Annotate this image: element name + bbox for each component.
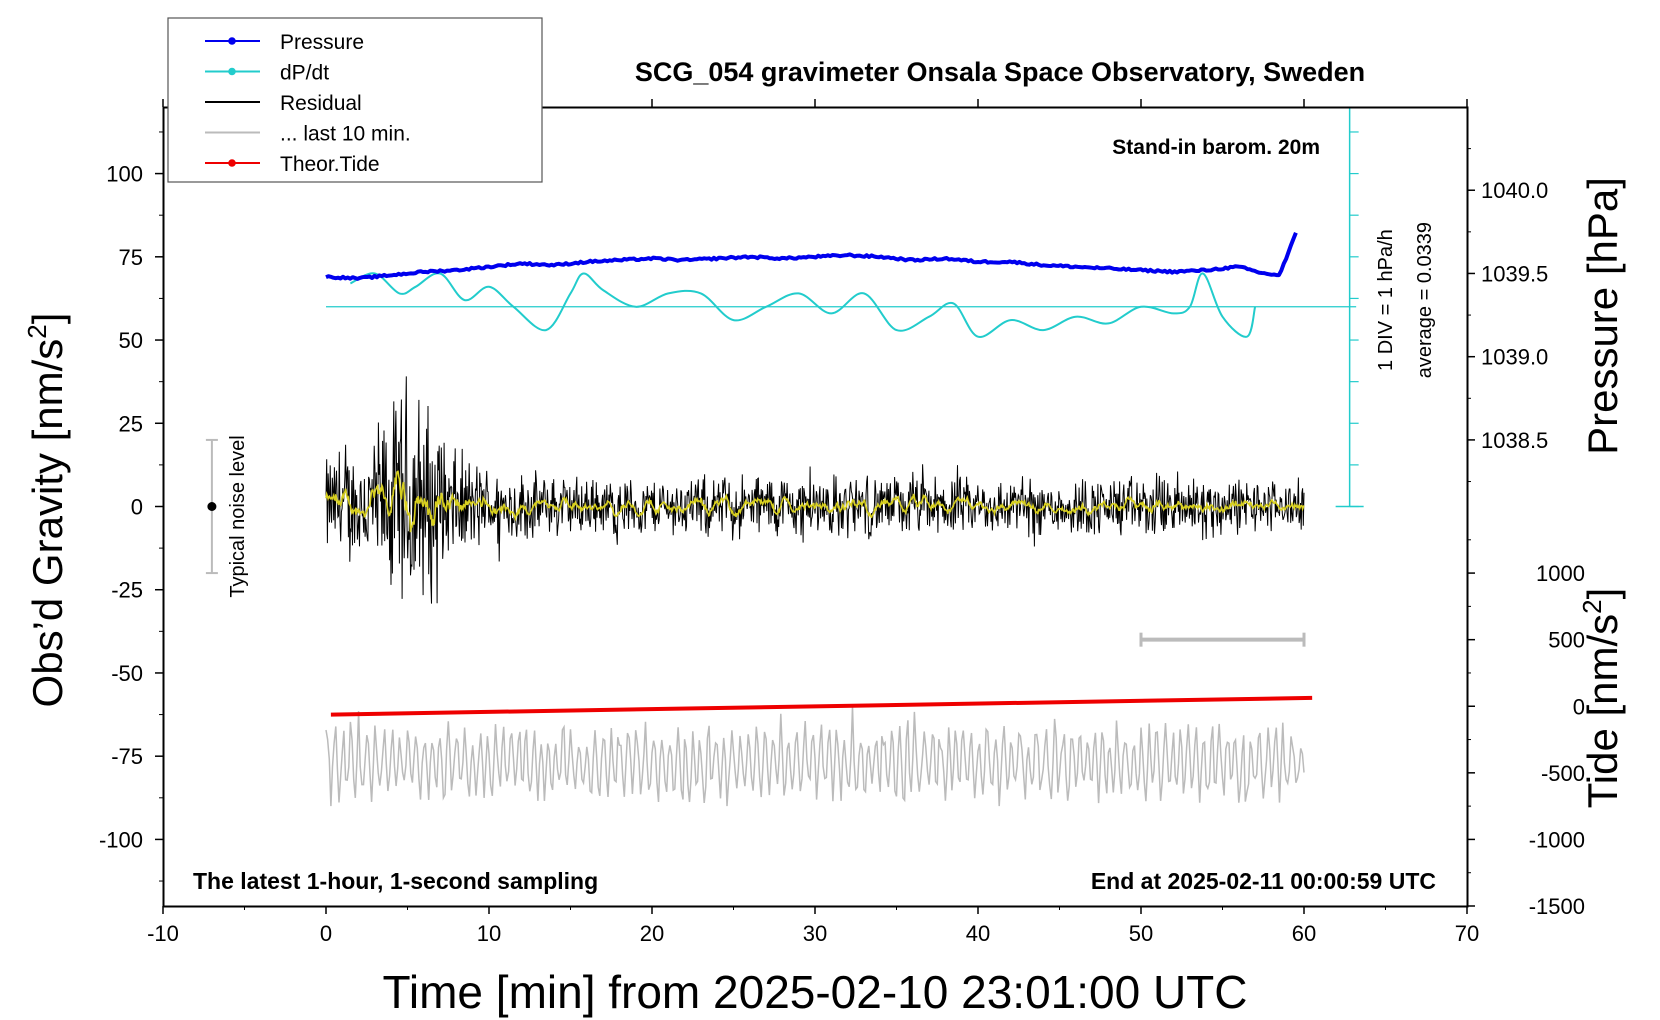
dpdt-average-label: average = 0.0339 bbox=[1414, 222, 1436, 378]
ticks-layer: -10 0 10 20 30 40 50 60 701007550250-25-50-75-10… bbox=[99, 99, 1585, 946]
footer-end-time: End at 2025-02-11 00:00:59 UTC bbox=[1091, 868, 1436, 894]
x-tick-label: 30 bbox=[803, 921, 827, 946]
legend-marker bbox=[228, 37, 236, 45]
ylabel-tide-sup: 2 bbox=[1577, 599, 1607, 613]
plot-frame bbox=[162, 106, 1469, 908]
ylabel-tide-main: Tide [nm/s bbox=[1579, 614, 1626, 809]
y-tick-label-left: -75 bbox=[111, 744, 143, 769]
y-tick-label-left: 75 bbox=[119, 245, 143, 270]
pressure-tick-label: 1039.0 bbox=[1481, 345, 1548, 370]
legend-label: Theor.Tide bbox=[280, 153, 380, 176]
legend-marker bbox=[228, 67, 236, 76]
y-axis-label-pressure: Pressure [hPa] bbox=[1579, 177, 1626, 455]
legend: Pressure dP/dt Residual ... last 10 min. The… bbox=[167, 17, 543, 183]
chart-title: SCG_054 gravimeter Onsala Space Observat… bbox=[635, 57, 1365, 87]
y-axis-label-left: Obs’d Gravity [nm/s2] bbox=[22, 313, 71, 708]
x-tick-label: 0 bbox=[320, 921, 332, 946]
legend-label: dP/dt bbox=[280, 62, 329, 85]
legend-marker bbox=[228, 159, 236, 167]
x-tick-label: -10 bbox=[147, 921, 179, 946]
legend-label: Pressure bbox=[280, 31, 364, 54]
y-tick-label-left: 100 bbox=[106, 162, 143, 187]
tide-tick-label: -1500 bbox=[1529, 894, 1585, 919]
tide-tick-label: 1000 bbox=[1536, 561, 1585, 586]
pressure-tick-label: 1039.5 bbox=[1481, 261, 1548, 286]
footer-sampling-note: The latest 1-hour, 1-second sampling bbox=[193, 868, 598, 894]
noise-bar-center-dot bbox=[207, 502, 217, 511]
pressure-line bbox=[325, 232, 1298, 281]
x-tick-label: 40 bbox=[966, 921, 990, 946]
y-tick-label-left: -100 bbox=[99, 827, 143, 852]
last-10-min-line bbox=[325, 706, 1305, 807]
dpdt-line bbox=[349, 272, 1257, 338]
pressure-tick-label: 1040.0 bbox=[1481, 178, 1548, 203]
scale-layer: 1 DIV = 1 hPa/h average = 0.0339 Typical n… bbox=[205, 107, 1436, 647]
tide-tick-label: 500 bbox=[1548, 628, 1585, 653]
dpdt-scale-div-label: 1 DIV = 1 hPa/h bbox=[1375, 229, 1397, 371]
residual-line bbox=[325, 376, 1305, 604]
noise-bar-label: Typical noise level bbox=[227, 435, 249, 597]
x-tick-label: 70 bbox=[1455, 921, 1479, 946]
residual-smoothed-line bbox=[325, 470, 1305, 533]
ylabel-tide-end: ] bbox=[1579, 588, 1626, 600]
data-layer bbox=[325, 232, 1357, 807]
ylabel-left-main: Obs’d Gravity [nm/s bbox=[24, 339, 71, 708]
barometer-note: Stand-in barom. 20m bbox=[1112, 136, 1320, 159]
y-axis-label-tide: Tide [nm/s2] bbox=[1577, 588, 1626, 809]
x-tick-label: 50 bbox=[1129, 921, 1153, 946]
legend-box bbox=[167, 17, 543, 183]
y-tick-label-left: 0 bbox=[131, 495, 143, 520]
ylabel-left-end: ] bbox=[24, 313, 71, 325]
legend-label: ... last 10 min. bbox=[280, 123, 411, 146]
legend-items: Pressure dP/dt Residual ... last 10 min. The… bbox=[205, 31, 411, 176]
x-tick-label: 20 bbox=[640, 921, 664, 946]
pressure-tick-label: 1038.5 bbox=[1481, 428, 1548, 453]
x-tick-label: 10 bbox=[477, 921, 501, 946]
x-tick-label: 60 bbox=[1292, 921, 1316, 946]
y-tick-label-left: 25 bbox=[119, 411, 143, 436]
x-axis-label: Time [min] from 2025-02-10 23:01:00 UTC bbox=[383, 966, 1248, 1018]
y-tick-label-left: -50 bbox=[111, 661, 143, 686]
tide-tick-label: -500 bbox=[1541, 761, 1585, 786]
theoretical-tide-line bbox=[330, 695, 1313, 717]
legend-label: Residual bbox=[280, 92, 362, 115]
y-tick-label-left: 50 bbox=[119, 328, 143, 353]
y-tick-label-left: -25 bbox=[111, 578, 143, 603]
ylabel-left-sup: 2 bbox=[22, 324, 52, 338]
tide-tick-label: -1000 bbox=[1529, 827, 1585, 852]
tide-tick-label: 0 bbox=[1573, 694, 1585, 719]
